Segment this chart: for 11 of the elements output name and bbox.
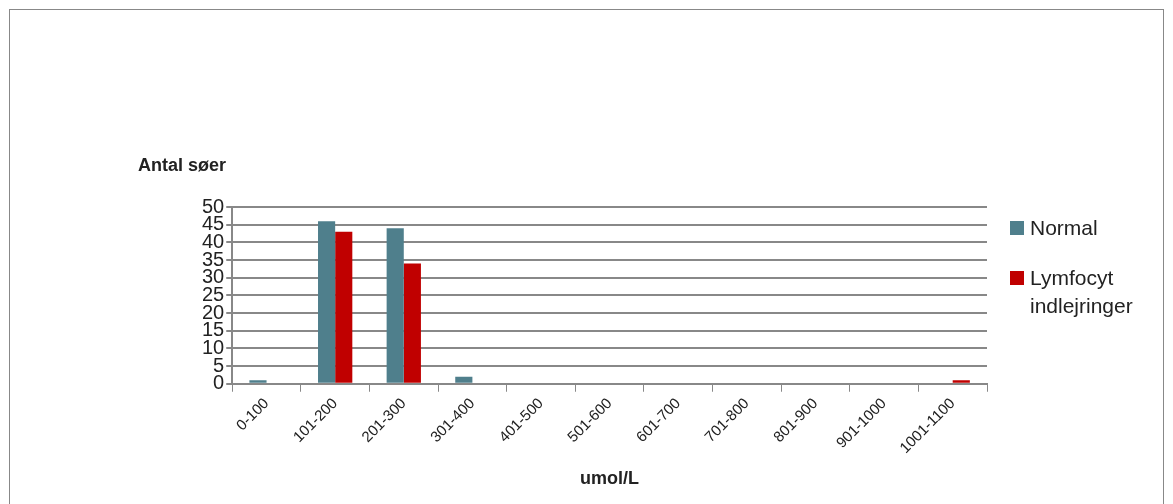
bar	[249, 380, 267, 383]
bar	[318, 221, 336, 383]
bar	[335, 231, 353, 383]
bar	[403, 263, 421, 383]
bar	[952, 380, 970, 383]
legend-label: Normal	[1030, 215, 1099, 241]
y-axis-title: Antal søer	[138, 155, 227, 176]
legend-label: Lymfocyt indlejringer	[1030, 265, 1134, 319]
x-axis-title: umol/L	[580, 468, 640, 489]
bar	[455, 376, 473, 383]
bar	[386, 228, 404, 383]
